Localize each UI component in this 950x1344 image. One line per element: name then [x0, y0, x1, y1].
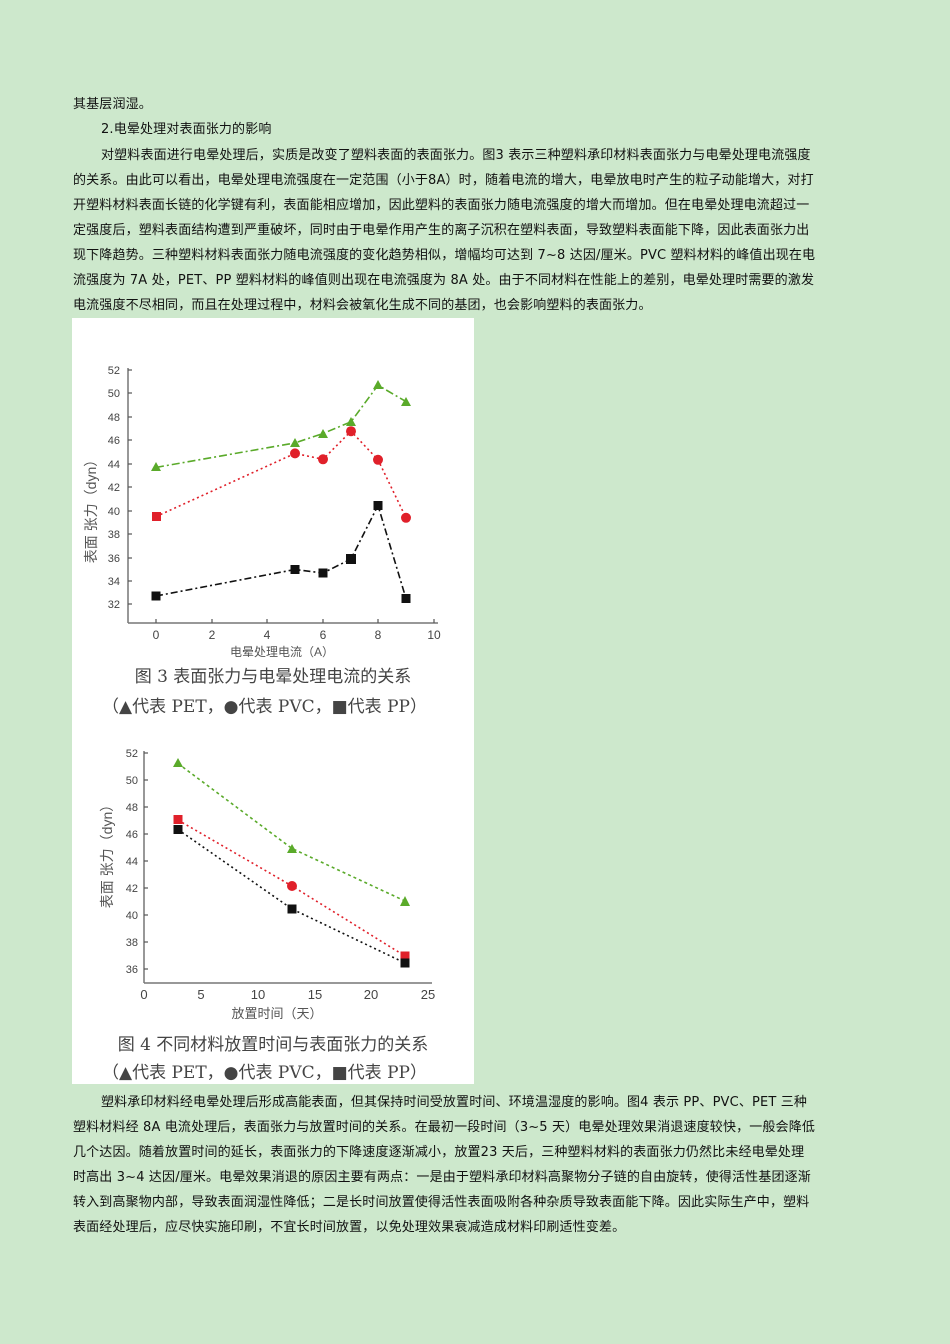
svg-text:2: 2	[209, 628, 216, 642]
figure3-pvc-markers	[152, 426, 411, 523]
section-heading: 2.电晕处理对表面张力的影响	[73, 117, 883, 142]
svg-text:5: 5	[197, 987, 204, 1002]
text-line: 时高出 3~4 达因/厘米。电晕效果消退的原因主要有两点：一是由于塑料承印材料高…	[73, 1170, 811, 1185]
svg-text:32: 32	[108, 599, 120, 611]
figure4-x-ticks: 0 5 10 15 20 25	[140, 987, 435, 1002]
svg-text:6: 6	[320, 628, 327, 642]
text-line: 开塑料材料表面长链的化学键有利，表面能相应增加，因此塑料的表面张力随电流强度的增…	[73, 198, 810, 213]
svg-text:40: 40	[108, 506, 120, 518]
figure3-pp-markers	[151, 501, 411, 603]
figure4-y-ticks: 36 38 40 42 44 46 48 50 52	[126, 748, 138, 976]
text-line: 流强度为 7A 处，PET、PP 塑料材料的峰值则出现在电流强度为 8A 处。由…	[73, 273, 815, 288]
paragraph-corona-current: 对塑料表面进行电晕处理后，实质是改变了塑料表面的表面张力。图3 表示三种塑料承印…	[73, 143, 883, 318]
svg-text:44: 44	[126, 856, 138, 868]
figure4-pp-markers	[173, 825, 410, 968]
svg-text:52: 52	[108, 365, 120, 377]
figure3-caption: 图 3 表面张力与电晕处理电流的关系	[134, 667, 412, 687]
svg-text:42: 42	[108, 482, 120, 494]
figure4-legend: （▲代表 PET，●代表 PVC，■代表 PP）	[102, 1063, 427, 1083]
text-line: 现下降趋势。三种塑料材料表面张力随电流强度的变化趋势相似，增幅均可达到 7~8 …	[73, 248, 816, 263]
svg-text:38: 38	[108, 529, 120, 541]
figure4-x-label: 放置时间（天）	[231, 1006, 322, 1021]
svg-text:8: 8	[375, 628, 382, 642]
figure3-pet-markers	[151, 380, 411, 471]
section-heading-text: 2.电晕处理对表面张力的影响	[101, 122, 272, 137]
figure4-pet-markers	[173, 758, 410, 906]
figure4-pp-line	[177, 828, 406, 964]
svg-text:48: 48	[126, 802, 138, 814]
paragraph-continuation: 其基层润湿。	[73, 92, 883, 117]
text-line: 其基层润湿。	[73, 97, 152, 112]
figure-image: 32 34 36 38 40 42 44 46 48 50 52 0 2 4	[72, 318, 474, 1084]
svg-text:34: 34	[108, 576, 120, 588]
figure3-y-ticks: 32 34 36 38 40 42 44 46 48 50 52	[108, 365, 120, 611]
figure4-caption: 图 4 不同材料放置时间与表面张力的关系	[117, 1035, 429, 1055]
text-line: 的关系。由此可以看出，电晕处理电流强度在一定范围（小于8A）时，随着电流的增大，…	[73, 173, 814, 188]
figure3-chart: 32 34 36 38 40 42 44 46 48 50 52 0 2 4	[83, 365, 441, 659]
svg-text:40: 40	[126, 910, 138, 922]
text-line: 定强度后，塑料表面结构遭到严重破坏，同时由于电晕作用产生的离子沉积在塑料表面，导…	[73, 223, 810, 238]
svg-text:36: 36	[126, 964, 138, 976]
svg-text:4: 4	[264, 628, 271, 642]
paragraph-storage-time: 塑料承印材料经电晕处理后形成高能表面，但其保持时间受放置时间、环境温湿度的影响。…	[73, 1090, 883, 1240]
svg-text:10: 10	[427, 628, 441, 642]
text-line: 塑料承印材料经电晕处理后形成高能表面，但其保持时间受放置时间、环境温湿度的影响。…	[101, 1095, 808, 1110]
svg-text:10: 10	[251, 987, 265, 1002]
figure3-pp-line	[155, 503, 407, 599]
text-line: 塑料材料经 8A 电流处理后，表面张力与放置时间的关系。在最初一段时间（3~5 …	[73, 1120, 815, 1135]
svg-text:0: 0	[153, 628, 160, 642]
svg-text:20: 20	[364, 987, 378, 1002]
figure3-legend: （▲代表 PET，●代表 PVC，■代表 PP）	[102, 697, 427, 717]
svg-text:15: 15	[308, 987, 322, 1002]
svg-text:44: 44	[108, 459, 120, 471]
text-line: 电流强度不尽相同，而且在处理过程中，材料会被氧化生成不同的基团，也会影响塑料的表…	[73, 298, 652, 313]
svg-text:48: 48	[108, 412, 120, 424]
svg-text:25: 25	[421, 987, 435, 1002]
figure3-pet-line	[155, 384, 407, 469]
figure4-chart: 36 38 40 42 44 46 48 50 52 0 5 10 15 20 …	[99, 748, 435, 1021]
svg-text:52: 52	[126, 748, 138, 760]
figure3-x-ticks: 0 2 4 6 8 10	[153, 628, 441, 642]
svg-text:42: 42	[126, 883, 138, 895]
figure3-pvc-line	[155, 430, 407, 519]
figure4-y-label: 表面 张力（dyn）	[99, 798, 115, 908]
figure3-x-label: 电晕处理电流（A）	[230, 645, 334, 659]
svg-text:46: 46	[126, 829, 138, 841]
figure4-pvc-markers	[173, 815, 410, 961]
svg-text:50: 50	[108, 388, 120, 400]
svg-text:38: 38	[126, 937, 138, 949]
text-line: 对塑料表面进行电晕处理后，实质是改变了塑料表面的表面张力。图3 表示三种塑料承印…	[101, 148, 811, 163]
text-line: 表面经处理后，应尽快实施印刷，不宜长时间放置，以免处理效果衰减造成材料印刷适性变…	[73, 1220, 626, 1235]
figure3-y-label: 表面 张力（dyn）	[83, 453, 99, 563]
text-line: 几个达因。随着放置时间的延长，表面张力的下降速度逐渐减小，放置23 天后，三种塑…	[73, 1145, 805, 1160]
text-line: 转入到高聚物内部，导致表面润湿性降低；二是长时间放置使得活性表面吸附各种杂质导致…	[73, 1195, 810, 1210]
svg-text:36: 36	[108, 553, 120, 565]
svg-text:50: 50	[126, 775, 138, 787]
figure4-pet-line	[177, 762, 406, 902]
svg-text:0: 0	[140, 987, 147, 1002]
svg-text:46: 46	[108, 435, 120, 447]
